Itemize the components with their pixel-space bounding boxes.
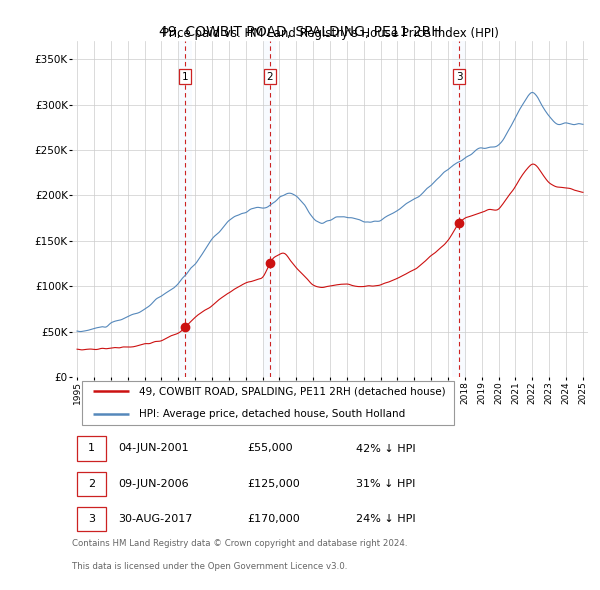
Text: 3: 3: [456, 71, 463, 81]
Text: 30-AUG-2017: 30-AUG-2017: [118, 514, 193, 524]
Text: 1: 1: [182, 71, 188, 81]
FancyBboxPatch shape: [77, 437, 106, 461]
Text: 2: 2: [88, 478, 95, 489]
Text: £55,000: £55,000: [247, 444, 293, 454]
FancyBboxPatch shape: [77, 507, 106, 531]
Text: £170,000: £170,000: [247, 514, 300, 524]
Text: 24% ↓ HPI: 24% ↓ HPI: [356, 514, 415, 524]
Text: This data is licensed under the Open Government Licence v3.0.: This data is licensed under the Open Gov…: [72, 562, 347, 571]
Text: HPI: Average price, detached house, South Holland: HPI: Average price, detached house, Sout…: [139, 409, 406, 419]
Title: Price paid vs. HM Land Registry's House Price Index (HPI): Price paid vs. HM Land Registry's House …: [161, 27, 499, 40]
Text: 2: 2: [266, 71, 273, 81]
Text: 3: 3: [88, 514, 95, 524]
Bar: [452, 41, 466, 377]
FancyBboxPatch shape: [82, 381, 454, 425]
FancyBboxPatch shape: [77, 471, 106, 496]
Text: 49, COWBIT ROAD, SPALDING, PE11 2RH (detached house): 49, COWBIT ROAD, SPALDING, PE11 2RH (det…: [139, 386, 446, 396]
Text: 49, COWBIT ROAD, SPALDING, PE11 2RH: 49, COWBIT ROAD, SPALDING, PE11 2RH: [158, 25, 442, 40]
Text: 31% ↓ HPI: 31% ↓ HPI: [356, 478, 415, 489]
Text: Contains HM Land Registry data © Crown copyright and database right 2024.: Contains HM Land Registry data © Crown c…: [72, 539, 407, 548]
Text: 04-JUN-2001: 04-JUN-2001: [118, 444, 189, 454]
Text: £125,000: £125,000: [247, 478, 300, 489]
Text: 42% ↓ HPI: 42% ↓ HPI: [356, 444, 415, 454]
Text: 1: 1: [88, 444, 95, 454]
Text: 09-JUN-2006: 09-JUN-2006: [118, 478, 189, 489]
Bar: [263, 41, 277, 377]
Bar: [179, 41, 192, 377]
